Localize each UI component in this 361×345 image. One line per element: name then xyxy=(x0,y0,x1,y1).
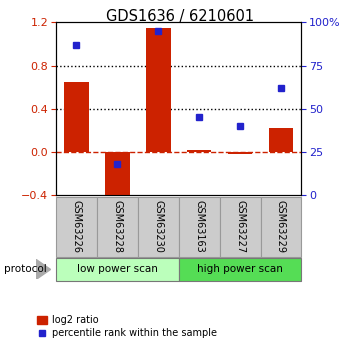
Text: GSM63227: GSM63227 xyxy=(235,200,245,253)
Bar xyxy=(179,197,219,257)
Polygon shape xyxy=(36,259,51,279)
Text: protocol: protocol xyxy=(4,265,46,274)
Text: GSM63226: GSM63226 xyxy=(71,200,82,253)
Bar xyxy=(64,82,89,152)
Bar xyxy=(219,197,261,257)
Text: GDS1636 / 6210601: GDS1636 / 6210601 xyxy=(106,9,255,23)
Text: GSM63163: GSM63163 xyxy=(194,200,204,253)
Legend: log2 ratio, percentile rank within the sample: log2 ratio, percentile rank within the s… xyxy=(37,315,217,338)
Text: GSM63229: GSM63229 xyxy=(276,200,286,253)
Text: low power scan: low power scan xyxy=(77,265,158,274)
Bar xyxy=(228,152,252,154)
Bar xyxy=(138,197,179,257)
Text: high power scan: high power scan xyxy=(197,265,283,274)
Bar xyxy=(105,152,130,203)
Bar xyxy=(261,197,301,257)
Bar xyxy=(179,258,301,281)
Bar xyxy=(56,258,179,281)
Bar xyxy=(97,197,138,257)
Bar xyxy=(187,150,212,152)
Bar xyxy=(56,197,97,257)
Text: GSM63228: GSM63228 xyxy=(112,200,122,253)
Text: GSM63230: GSM63230 xyxy=(153,200,163,253)
Bar xyxy=(146,28,170,152)
Bar xyxy=(269,128,293,152)
